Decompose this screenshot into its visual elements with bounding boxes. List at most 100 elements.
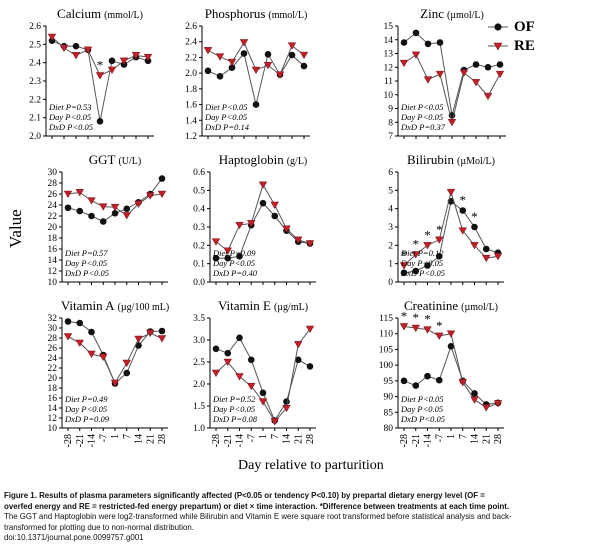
y-tick-label: 2.5	[29, 40, 41, 50]
x-tick-label: -28	[399, 434, 410, 447]
point-of	[424, 262, 431, 269]
y-tick-label: 32	[48, 314, 58, 324]
point-of	[447, 342, 455, 350]
point-re	[251, 66, 261, 75]
y-tick-label: 14	[48, 404, 58, 414]
point-re	[282, 404, 291, 413]
panel-title-unit: (mmol/L)	[268, 10, 307, 21]
y-axis-label-text: Value	[6, 209, 25, 248]
point-re	[263, 62, 273, 70]
y-tick-label: 3.0	[193, 336, 205, 346]
point-of	[435, 376, 443, 384]
significance-star: *	[97, 58, 104, 73]
x-tick-label: 14	[470, 434, 481, 444]
point-of	[96, 118, 104, 125]
point-re	[423, 242, 432, 250]
significance-star: *	[401, 248, 408, 263]
stat-annotation: Diet P=0.53	[48, 102, 92, 112]
y-tick-label: 1.6	[185, 101, 197, 111]
point-re	[223, 358, 232, 367]
point-re	[423, 326, 432, 334]
point-re	[471, 79, 481, 87]
y-tick-label: 28	[48, 334, 58, 344]
point-re	[146, 192, 155, 200]
y-tick-label: 24	[48, 201, 58, 211]
x-tick-label: 7	[458, 434, 469, 439]
y-tick-label: 2.0	[193, 380, 205, 390]
point-of	[88, 212, 95, 220]
y-tick-label: 2	[388, 241, 393, 251]
x-tick-label: -28	[211, 434, 222, 447]
point-of	[236, 253, 243, 260]
point-re	[99, 203, 108, 211]
point-re	[119, 57, 129, 65]
y-tick-label: 10	[48, 278, 58, 288]
point-of	[283, 398, 290, 405]
point-of	[76, 207, 84, 215]
x-tick-label: 28	[305, 434, 316, 444]
x-tick-label: 14	[282, 434, 293, 444]
y-tick-label: 105	[379, 345, 394, 355]
panel-title-name: Vitamin E	[218, 298, 271, 313]
y-tick-label: 16	[48, 394, 58, 404]
point-of	[294, 356, 302, 364]
point-of	[224, 254, 232, 262]
y-tick-label: 1.0	[193, 424, 205, 434]
panel-title-name: Calcium	[57, 6, 101, 21]
panel-title: Vitamin A (µg/100 mL)	[61, 298, 169, 313]
point-re	[63, 333, 73, 341]
point-re	[495, 70, 505, 79]
point-re	[71, 52, 81, 60]
point-re	[235, 373, 244, 381]
point-of	[472, 61, 480, 68]
point-of	[288, 51, 296, 59]
y-tick-label: 10	[48, 424, 58, 434]
x-tick-label: -14	[423, 434, 434, 447]
stat-annotation: DxD P<0.05	[64, 268, 109, 278]
point-of	[99, 218, 107, 225]
point-of	[496, 61, 504, 68]
x-tick-label: 21	[293, 434, 304, 444]
point-re	[270, 201, 279, 210]
y-tick-label: 22	[48, 212, 58, 222]
y-tick-label: 20	[48, 223, 58, 233]
point-re	[83, 46, 93, 54]
point-of	[264, 50, 272, 58]
panel-title-unit: (U/L)	[118, 156, 141, 167]
point-of	[412, 29, 420, 37]
point-of	[76, 319, 84, 327]
panel-title-name: Phosphorus	[205, 6, 266, 21]
point-of	[123, 369, 131, 377]
point-of	[135, 342, 142, 349]
y-tick-label: 1.8	[185, 85, 197, 95]
x-tick-label: 21	[481, 434, 492, 444]
legend-markers	[488, 23, 508, 51]
chart-panel-2: 1.2 1.4 1.6 1.8 2.0 2.2 2.4 2.6 Phosphorus (mmol/…	[185, 6, 310, 142]
panel-title: Bilirubin (µMol/L)	[407, 152, 495, 167]
x-tick-label: 1	[446, 434, 457, 439]
point-re	[493, 253, 503, 261]
significance-star: *	[413, 237, 420, 252]
x-axis-label: Day relative to parturition	[238, 458, 384, 473]
stat-annotation: DxD P<0.05	[400, 414, 445, 424]
point-of	[158, 175, 166, 182]
stat-annotation: Day P<0.05	[400, 404, 443, 414]
stat-annotation: Day P<0.05	[400, 258, 443, 268]
y-tick-label: 2.2	[185, 53, 197, 63]
point-re	[211, 369, 221, 378]
y-tick-label: 95	[384, 377, 394, 387]
y-tick-label: 7	[388, 132, 393, 142]
point-of	[484, 63, 492, 71]
panel-title-unit: (µg/mL)	[274, 302, 308, 313]
x-tick-label: -28	[63, 434, 74, 447]
y-tick-label: 12	[384, 63, 394, 73]
point-of	[300, 62, 308, 70]
stat-annotation: Day P<0.05	[400, 112, 443, 122]
y-axis-label: Value	[6, 209, 26, 252]
point-of	[271, 212, 279, 220]
y-tick-label: 24	[48, 354, 58, 364]
y-tick-label: 2.4	[29, 59, 41, 69]
panel-title-name: Vitamin A	[61, 298, 115, 313]
panel-title-name: Bilirubin	[407, 152, 454, 167]
